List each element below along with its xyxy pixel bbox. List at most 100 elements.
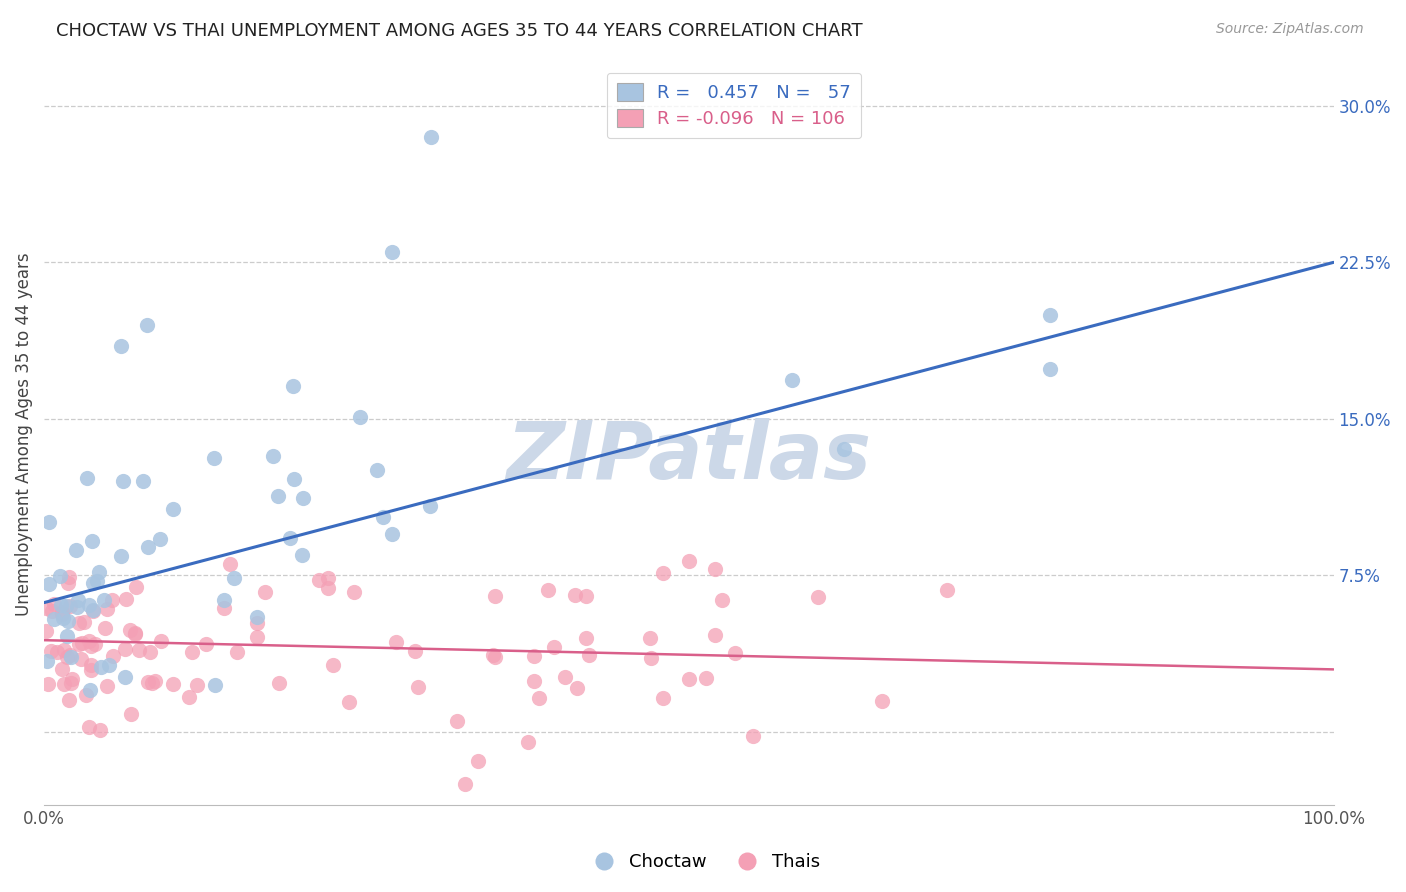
- Point: [195, 637, 218, 651]
- Point: [212, 593, 235, 607]
- Point: [38, 577, 60, 591]
- Point: [80, 533, 103, 548]
- Point: [124, 580, 146, 594]
- Point: [267, 676, 290, 690]
- Point: [482, 648, 505, 662]
- Point: [322, 658, 344, 673]
- Point: [564, 588, 586, 602]
- Point: [870, 694, 893, 708]
- Point: [703, 562, 725, 576]
- Point: [96, 679, 118, 693]
- Point: [59, 599, 82, 613]
- Point: [537, 582, 560, 597]
- Point: [44, 612, 66, 626]
- Point: [222, 571, 245, 585]
- Point: [124, 626, 146, 640]
- Point: [115, 592, 138, 607]
- Point: [55, 599, 77, 613]
- Point: [225, 645, 247, 659]
- Point: [419, 499, 441, 513]
- Point: [49, 569, 72, 583]
- Point: [281, 379, 304, 393]
- Point: [59, 676, 82, 690]
- Point: [703, 628, 725, 642]
- Point: [267, 489, 290, 503]
- Point: [46, 645, 69, 659]
- Point: [66, 599, 89, 614]
- Point: [262, 449, 284, 463]
- Point: [316, 570, 339, 584]
- Point: [384, 635, 406, 649]
- Point: [832, 442, 855, 457]
- Point: [51, 662, 73, 676]
- Point: [136, 674, 159, 689]
- Point: [278, 532, 301, 546]
- Point: [366, 462, 388, 476]
- Point: [114, 642, 136, 657]
- Point: [44, 597, 66, 611]
- Point: [516, 735, 538, 749]
- Point: [141, 676, 163, 690]
- Point: [143, 673, 166, 688]
- Point: [1039, 361, 1062, 376]
- Point: [39, 644, 62, 658]
- Point: [186, 677, 208, 691]
- Point: [80, 657, 103, 672]
- Point: [67, 593, 90, 607]
- Point: [120, 706, 142, 721]
- Point: [935, 582, 957, 597]
- Point: [342, 585, 364, 599]
- Point: [484, 590, 506, 604]
- Point: [70, 636, 93, 650]
- Point: [80, 639, 103, 653]
- Point: [65, 543, 87, 558]
- Point: [93, 592, 115, 607]
- Point: [75, 688, 97, 702]
- Point: [678, 554, 700, 568]
- Point: [82, 603, 104, 617]
- Point: [214, 600, 236, 615]
- Point: [52, 643, 75, 657]
- Point: [111, 475, 134, 489]
- Point: [35, 601, 58, 615]
- Point: [162, 676, 184, 690]
- Point: [652, 691, 675, 706]
- Point: [246, 615, 269, 630]
- Point: [292, 491, 315, 505]
- Point: [38, 515, 60, 529]
- Point: [35, 654, 58, 668]
- Point: [575, 632, 598, 646]
- Point: [339, 696, 361, 710]
- Point: [316, 581, 339, 595]
- Point: [742, 729, 765, 743]
- Point: [58, 570, 80, 584]
- Point: [454, 777, 477, 791]
- Point: [290, 548, 312, 562]
- Y-axis label: Unemployment Among Ages 35 to 44 years: Unemployment Among Ages 35 to 44 years: [15, 252, 32, 616]
- Point: [101, 593, 124, 607]
- Point: [56, 649, 79, 664]
- Point: [640, 651, 662, 665]
- Point: [87, 566, 110, 580]
- Point: [711, 592, 734, 607]
- Point: [807, 590, 830, 604]
- Point: [35, 624, 58, 639]
- Point: [373, 509, 395, 524]
- Point: [381, 244, 404, 259]
- Point: [86, 574, 108, 589]
- Point: [652, 566, 675, 581]
- Point: [202, 450, 225, 465]
- Point: [94, 622, 117, 636]
- Point: [136, 318, 159, 332]
- Point: [128, 643, 150, 657]
- Point: [56, 629, 79, 643]
- Point: [678, 672, 700, 686]
- Point: [51, 607, 73, 622]
- Text: CHOCTAW VS THAI UNEMPLOYMENT AMONG AGES 35 TO 44 YEARS CORRELATION CHART: CHOCTAW VS THAI UNEMPLOYMENT AMONG AGES …: [56, 22, 863, 40]
- Point: [120, 624, 142, 638]
- Point: [67, 615, 90, 630]
- Point: [82, 575, 104, 590]
- Point: [780, 373, 803, 387]
- Point: [419, 130, 441, 145]
- Point: [136, 541, 159, 555]
